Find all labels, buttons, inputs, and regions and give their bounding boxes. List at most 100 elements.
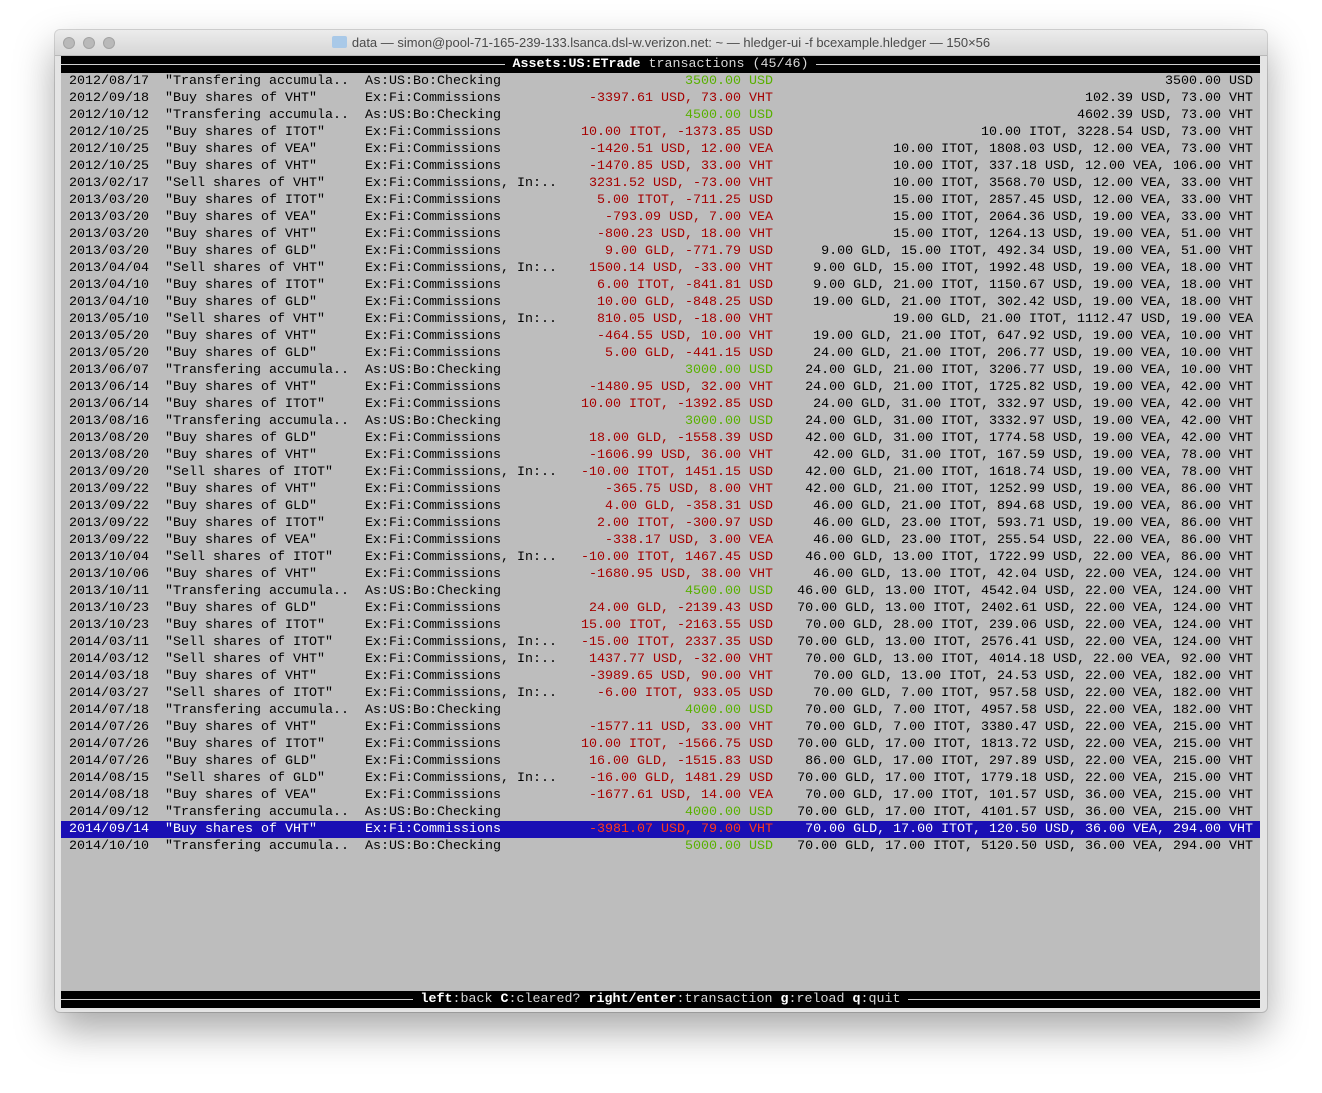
table-row[interactable]: 2013/10/23 "Buy shares of GLD" Ex:Fi:Commi… (61, 600, 1260, 617)
table-row[interactable]: 2013/09/22 "Buy shares of VEA" Ex:Fi:Commi… (61, 532, 1260, 549)
table-row[interactable]: 2013/10/04 "Sell shares of ITOT" Ex:Fi:Com… (61, 549, 1260, 566)
description-cell: "Sell shares of ITOT" (165, 465, 333, 480)
close-button[interactable] (63, 37, 75, 49)
description-cell: "Buy shares of ITOT" (165, 737, 325, 752)
table-row[interactable]: 2013/10/11 "Transfering accumula.. As:US:B… (61, 583, 1260, 600)
date-cell: 2013/10/23 (69, 601, 149, 616)
amount-cell: -800.23 USD, 18.00 VHT (597, 227, 773, 242)
table-row[interactable]: 2014/03/18 "Buy shares of VHT" Ex:Fi:Commi… (61, 668, 1260, 685)
date-cell: 2014/03/12 (69, 652, 149, 667)
date-cell: 2013/10/06 (69, 567, 149, 582)
table-row[interactable]: 2014/03/12 "Sell shares of VHT" Ex:Fi:Comm… (61, 651, 1260, 668)
account-name: Assets:US:ETrade (512, 57, 641, 72)
account-cell: Ex:Fi:Commissions (365, 278, 501, 293)
table-row[interactable]: 2013/03/20 "Buy shares of VEA" Ex:Fi:Commi… (61, 209, 1260, 226)
amount-cell: -1420.51 USD, 12.00 VEA (589, 142, 773, 157)
description-cell: "Buy shares of ITOT" (165, 193, 325, 208)
table-row[interactable]: 2012/10/25 "Buy shares of VEA" Ex:Fi:Commi… (61, 141, 1260, 158)
date-cell: 2013/10/11 (69, 584, 149, 599)
table-row[interactable]: 2014/03/11 "Sell shares of ITOT" Ex:Fi:Com… (61, 634, 1260, 651)
description-cell: "Buy shares of VHT" (165, 482, 317, 497)
table-row[interactable]: 2013/03/20 "Buy shares of GLD" Ex:Fi:Commi… (61, 243, 1260, 260)
table-row[interactable]: 2013/08/20 "Buy shares of GLD" Ex:Fi:Commi… (61, 430, 1260, 447)
account-cell: Ex:Fi:Commissions, In:.. (365, 261, 557, 276)
table-row[interactable]: 2013/09/22 "Buy shares of ITOT" Ex:Fi:Comm… (61, 515, 1260, 532)
description-cell: "Buy shares of VHT" (165, 227, 317, 242)
date-cell: 2013/04/10 (69, 295, 149, 310)
date-cell: 2014/07/18 (69, 703, 149, 718)
account-cell: Ex:Fi:Commissions (365, 91, 501, 106)
table-row[interactable]: 2014/08/15 "Sell shares of GLD" Ex:Fi:Comm… (61, 770, 1260, 787)
description-cell: "Buy shares of VEA" (165, 210, 317, 225)
table-row[interactable]: 2012/10/12 "Transfering accumula.. As:US:B… (61, 107, 1260, 124)
date-cell: 2013/06/14 (69, 380, 149, 395)
account-cell: As:US:Bo:Checking (365, 839, 501, 854)
amount-cell: 4.00 GLD, -358.31 USD (605, 499, 773, 514)
account-cell: Ex:Fi:Commissions (365, 210, 501, 225)
table-row[interactable]: 2014/08/18 "Buy shares of VEA" Ex:Fi:Commi… (61, 787, 1260, 804)
date-cell: 2014/03/11 (69, 635, 149, 650)
table-row[interactable]: 2014/07/26 "Buy shares of ITOT" Ex:Fi:Comm… (61, 736, 1260, 753)
table-row[interactable]: 2014/07/18 "Transfering accumula.. As:US:B… (61, 702, 1260, 719)
table-row[interactable]: 2013/02/17 "Sell shares of VHT" Ex:Fi:Comm… (61, 175, 1260, 192)
description-cell: "Buy shares of VEA" (165, 533, 317, 548)
table-row[interactable]: 2013/06/07 "Transfering accumula.. As:US:B… (61, 362, 1260, 379)
table-row[interactable]: 2014/07/26 "Buy shares of VHT" Ex:Fi:Commi… (61, 719, 1260, 736)
date-cell: 2013/03/20 (69, 193, 149, 208)
date-cell: 2013/06/07 (69, 363, 149, 378)
balance-cell: 70.00 GLD, 17.00 ITOT, 120.50 USD, 36.00… (805, 822, 1253, 837)
table-row[interactable]: 2014/07/26 "Buy shares of GLD" Ex:Fi:Commi… (61, 753, 1260, 770)
table-row[interactable]: 2013/06/14 "Buy shares of VHT" Ex:Fi:Commi… (61, 379, 1260, 396)
description-cell: "Buy shares of VHT" (165, 91, 317, 106)
table-row[interactable]: 2012/10/25 "Buy shares of ITOT" Ex:Fi:Comm… (61, 124, 1260, 141)
table-row[interactable]: 2013/05/20 "Buy shares of GLD" Ex:Fi:Commi… (61, 345, 1260, 362)
table-row[interactable]: 2013/09/20 "Sell shares of ITOT" Ex:Fi:Com… (61, 464, 1260, 481)
date-cell: 2012/10/25 (69, 159, 149, 174)
table-row[interactable]: 2012/09/18 "Buy shares of VHT" Ex:Fi:Commi… (61, 90, 1260, 107)
table-row[interactable]: 2013/04/10 "Buy shares of GLD" Ex:Fi:Commi… (61, 294, 1260, 311)
table-row[interactable]: 2013/10/23 "Buy shares of ITOT" Ex:Fi:Comm… (61, 617, 1260, 634)
description-cell: "Buy shares of VHT" (165, 822, 317, 837)
date-cell: 2014/08/18 (69, 788, 149, 803)
key-name: C (500, 992, 509, 1007)
table-row[interactable]: 2013/05/10 "Sell shares of VHT" Ex:Fi:Comm… (61, 311, 1260, 328)
table-row[interactable]: 2014/10/10 "Transfering accumula.. As:US:B… (61, 838, 1260, 855)
description-cell: "Sell shares of VHT" (165, 176, 325, 191)
table-row[interactable]: 2012/10/25 "Buy shares of VHT" Ex:Fi:Commi… (61, 158, 1260, 175)
terminal[interactable]: Assets:US:ETrade transactions (45/46) 20… (61, 56, 1260, 1008)
date-cell: 2013/04/04 (69, 261, 149, 276)
date-cell: 2014/03/27 (69, 686, 149, 701)
date-cell: 2013/03/20 (69, 210, 149, 225)
table-row[interactable]: 2013/03/20 "Buy shares of VHT" Ex:Fi:Commi… (61, 226, 1260, 243)
balance-cell: 70.00 GLD, 7.00 ITOT, 957.58 USD, 22.00 … (813, 686, 1253, 701)
table-row[interactable]: 2014/09/14 "Buy shares of VHT" Ex:Fi:Commi… (61, 821, 1260, 838)
date-cell: 2013/10/23 (69, 618, 149, 633)
table-row[interactable]: 2014/09/12 "Transfering accumula.. As:US:B… (61, 804, 1260, 821)
date-cell: 2013/06/14 (69, 397, 149, 412)
account-cell: Ex:Fi:Commissions (365, 244, 501, 259)
account-cell: Ex:Fi:Commissions (365, 533, 501, 548)
amount-cell: -3397.61 USD, 73.00 VHT (589, 91, 773, 106)
table-row[interactable]: 2013/10/06 "Buy shares of VHT" Ex:Fi:Commi… (61, 566, 1260, 583)
account-cell: Ex:Fi:Commissions (365, 499, 501, 514)
balance-cell: 24.00 GLD, 31.00 ITOT, 3332.97 USD, 19.0… (805, 414, 1253, 429)
minimize-button[interactable] (83, 37, 95, 49)
table-row[interactable]: 2012/08/17 "Transfering accumula.. As:US:B… (61, 73, 1260, 90)
table-row[interactable]: 2013/04/04 "Sell shares of VHT" Ex:Fi:Comm… (61, 260, 1260, 277)
table-row[interactable]: 2013/08/20 "Buy shares of VHT" Ex:Fi:Commi… (61, 447, 1260, 464)
date-cell: 2012/08/17 (69, 74, 149, 89)
amount-cell: -365.75 USD, 8.00 VHT (605, 482, 773, 497)
table-row[interactable]: 2013/05/20 "Buy shares of VHT" Ex:Fi:Commi… (61, 328, 1260, 345)
table-row[interactable]: 2013/08/16 "Transfering accumula.. As:US:B… (61, 413, 1260, 430)
table-row[interactable]: 2013/09/22 "Buy shares of GLD" Ex:Fi:Commi… (61, 498, 1260, 515)
amount-cell: 3231.52 USD, -73.00 VHT (589, 176, 773, 191)
zoom-button[interactable] (103, 37, 115, 49)
table-row[interactable]: 2013/04/10 "Buy shares of ITOT" Ex:Fi:Comm… (61, 277, 1260, 294)
date-cell: 2013/05/20 (69, 329, 149, 344)
table-row[interactable]: 2013/09/22 "Buy shares of VHT" Ex:Fi:Commi… (61, 481, 1260, 498)
table-row[interactable]: 2013/06/14 "Buy shares of ITOT" Ex:Fi:Comm… (61, 396, 1260, 413)
table-row[interactable]: 2013/03/20 "Buy shares of ITOT" Ex:Fi:Comm… (61, 192, 1260, 209)
amount-cell: -338.17 USD, 3.00 VEA (605, 533, 773, 548)
table-row[interactable]: 2014/03/27 "Sell shares of ITOT" Ex:Fi:Com… (61, 685, 1260, 702)
account-cell: Ex:Fi:Commissions (365, 788, 501, 803)
